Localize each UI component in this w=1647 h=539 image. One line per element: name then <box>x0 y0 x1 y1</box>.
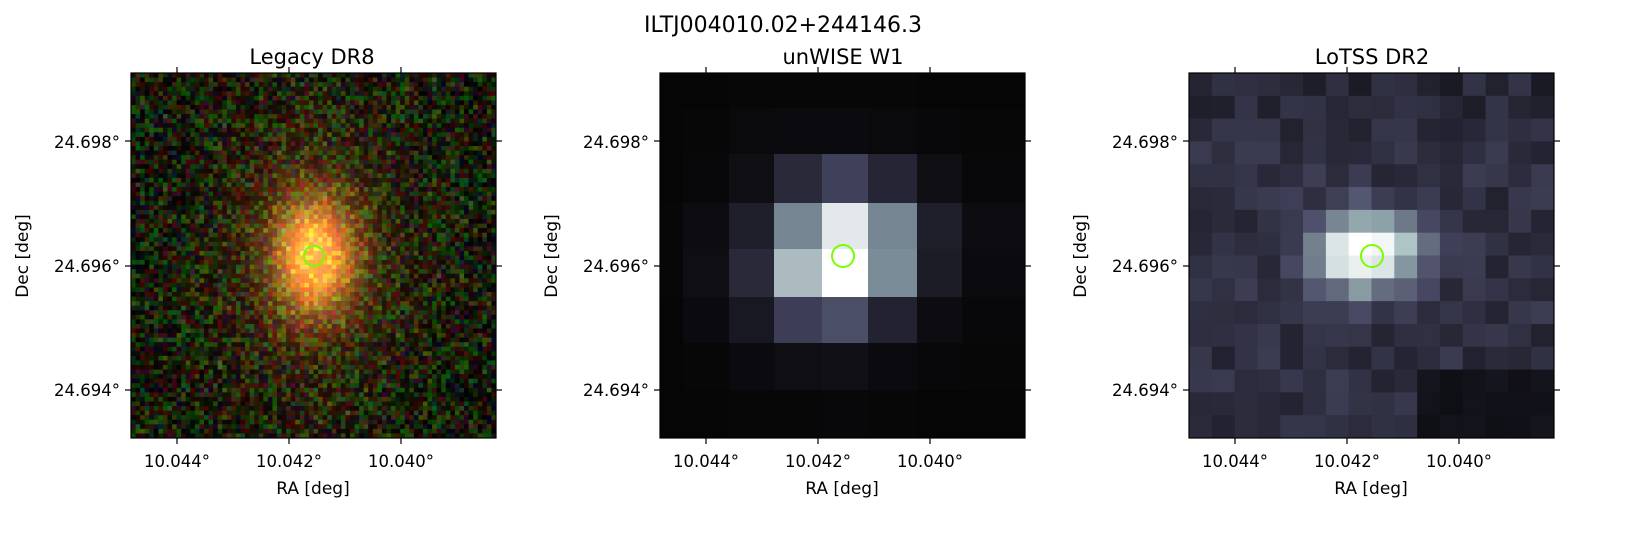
axes-frame <box>659 72 1026 439</box>
legacy-image <box>131 73 497 439</box>
y-tick-label: 24.698° <box>583 133 649 152</box>
y-tick-label: 24.694° <box>1112 381 1178 400</box>
source-marker <box>831 244 855 268</box>
x-tick-label: 10.044° <box>144 452 210 471</box>
panel-title: unWISE W1 <box>783 45 904 69</box>
x-axis-label: RA [deg] <box>1334 479 1407 499</box>
figure-title: ILTJ004010.02+244146.3 <box>644 13 922 38</box>
axis-ticks <box>125 67 502 444</box>
y-axis-label: Dec [deg] <box>13 214 33 298</box>
y-axis-label: Dec [deg] <box>1071 214 1091 298</box>
y-tick-label: 24.696° <box>1112 257 1178 276</box>
x-tick-label: 10.042° <box>785 452 851 471</box>
panel-legacy: Legacy DR8 10.044° 10.042° 10.040° 24.69… <box>13 45 502 499</box>
y-axis-label: Dec [deg] <box>542 214 562 298</box>
x-tick-label: 10.040° <box>368 452 434 471</box>
y-tick-label: 24.694° <box>583 381 649 400</box>
y-tick-label: 24.698° <box>1112 133 1178 152</box>
x-tick-label: 10.040° <box>1426 452 1492 471</box>
axes-frame <box>130 72 497 439</box>
panel-unwise: unWISE W1 10.044° 10.042° 10.040° 24.698… <box>542 45 1031 499</box>
y-tick-label: 24.694° <box>54 381 120 400</box>
axes-frame <box>1188 72 1555 439</box>
panel-title: LoTSS DR2 <box>1315 45 1429 69</box>
x-axis-label: RA [deg] <box>276 479 349 499</box>
panel-lotss: LoTSS DR2 10.044° 10.042° 10.040° 24.698… <box>1071 45 1560 499</box>
source-marker <box>303 245 325 267</box>
x-tick-label: 10.042° <box>256 452 322 471</box>
y-tick-label: 24.696° <box>583 257 649 276</box>
x-tick-label: 10.044° <box>673 452 739 471</box>
source-marker <box>1360 244 1384 268</box>
x-axis-label: RA [deg] <box>805 479 878 499</box>
x-tick-label: 10.042° <box>1314 452 1380 471</box>
axis-ticks <box>1183 67 1560 444</box>
y-tick-label: 24.696° <box>54 257 120 276</box>
x-tick-label: 10.044° <box>1202 452 1268 471</box>
panel-title: Legacy DR8 <box>249 45 374 69</box>
lotss-image <box>1189 73 1555 439</box>
y-tick-label: 24.698° <box>54 133 120 152</box>
axis-ticks <box>654 67 1031 444</box>
unwise-image <box>660 73 1026 439</box>
x-tick-label: 10.040° <box>897 452 963 471</box>
